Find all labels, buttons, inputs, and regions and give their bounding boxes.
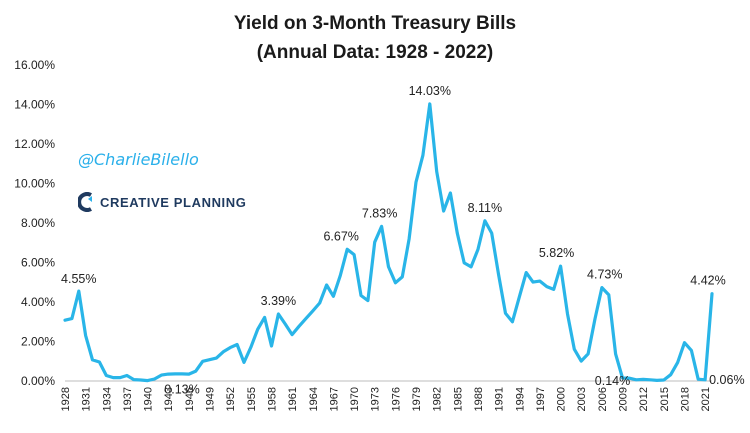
data-label: 4.42% [690, 274, 725, 288]
creative-planning-logo-icon [78, 192, 92, 212]
x-tick-label: 1955 [246, 387, 258, 411]
author-handle: @CharlieBilello [78, 150, 199, 169]
chart-title: Yield on 3-Month Treasury Bills [233, 13, 517, 34]
x-tick-label: 2012 [638, 387, 650, 411]
x-tick-label: 1943 [163, 387, 175, 411]
x-tick-label: 2015 [659, 387, 671, 411]
series-line [63, 102, 714, 383]
y-tick-label: 2.00% [21, 335, 55, 349]
x-tick-label: 2000 [556, 387, 568, 411]
x-tick-label: 1985 [452, 387, 464, 411]
y-tick-label: 16.00% [14, 58, 55, 72]
x-tick-label: 1937 [122, 387, 134, 411]
x-tick-label: 1970 [349, 387, 361, 411]
y-tick-label: 12.00% [14, 137, 55, 151]
chart-subtitle: (Annual Data: 1928 - 2022) [256, 42, 494, 63]
y-tick-label: 4.00% [21, 295, 55, 309]
y-tick-label: 6.00% [21, 256, 55, 270]
x-tick-label: 2009 [618, 387, 630, 411]
y-tick-label: 10.00% [14, 177, 55, 191]
x-tick-label: 1949 [205, 387, 217, 411]
x-tick-label: 2003 [576, 387, 588, 411]
x-tick-label: 1952 [225, 387, 237, 411]
x-tick-label: 1958 [266, 387, 278, 411]
y-tick-label: 8.00% [21, 216, 55, 230]
x-tick-label: 1994 [514, 387, 526, 411]
x-tick-label: 1946 [184, 387, 196, 411]
brand-logo: CREATIVE PLANNING [78, 192, 246, 212]
x-tick-label: 1979 [411, 387, 423, 411]
x-tick-label: 1991 [494, 387, 506, 411]
x-tick-label: 2018 [679, 387, 691, 411]
x-tick-label: 2021 [700, 387, 712, 411]
x-tick-label: 1934 [101, 387, 113, 411]
x-tick-label: 1964 [308, 387, 320, 411]
x-tick-label: 1988 [473, 387, 485, 411]
data-label: 6.67% [323, 229, 358, 243]
data-label: 4.55% [61, 272, 96, 286]
data-label: 7.83% [362, 206, 397, 220]
y-tick-label: 14.00% [14, 98, 55, 112]
x-tick-label: 1976 [390, 387, 402, 411]
data-label: 0.06% [709, 373, 744, 387]
x-tick-label: 1961 [287, 387, 299, 411]
x-tick-label: 1940 [143, 387, 155, 411]
y-tick-label: 0.00% [21, 374, 55, 388]
data-label: 14.03% [409, 84, 451, 98]
x-tick-label: 1931 [81, 387, 93, 411]
x-tick-label: 1967 [328, 387, 340, 411]
data-label: 5.82% [539, 246, 574, 260]
x-tick-label: 1997 [535, 387, 547, 411]
data-label: 0.13% [164, 382, 199, 396]
brand-name: CREATIVE PLANNING [100, 194, 247, 210]
data-label: 4.73% [587, 268, 622, 282]
x-tick-label: 1982 [432, 387, 444, 411]
data-label: 0.14% [595, 374, 630, 388]
data-label: 8.11% [468, 201, 503, 215]
x-tick-label: 2006 [597, 387, 609, 411]
data-label: 3.39% [261, 294, 296, 308]
x-tick-label: 1928 [60, 387, 72, 411]
x-tick-label: 1973 [370, 387, 382, 411]
